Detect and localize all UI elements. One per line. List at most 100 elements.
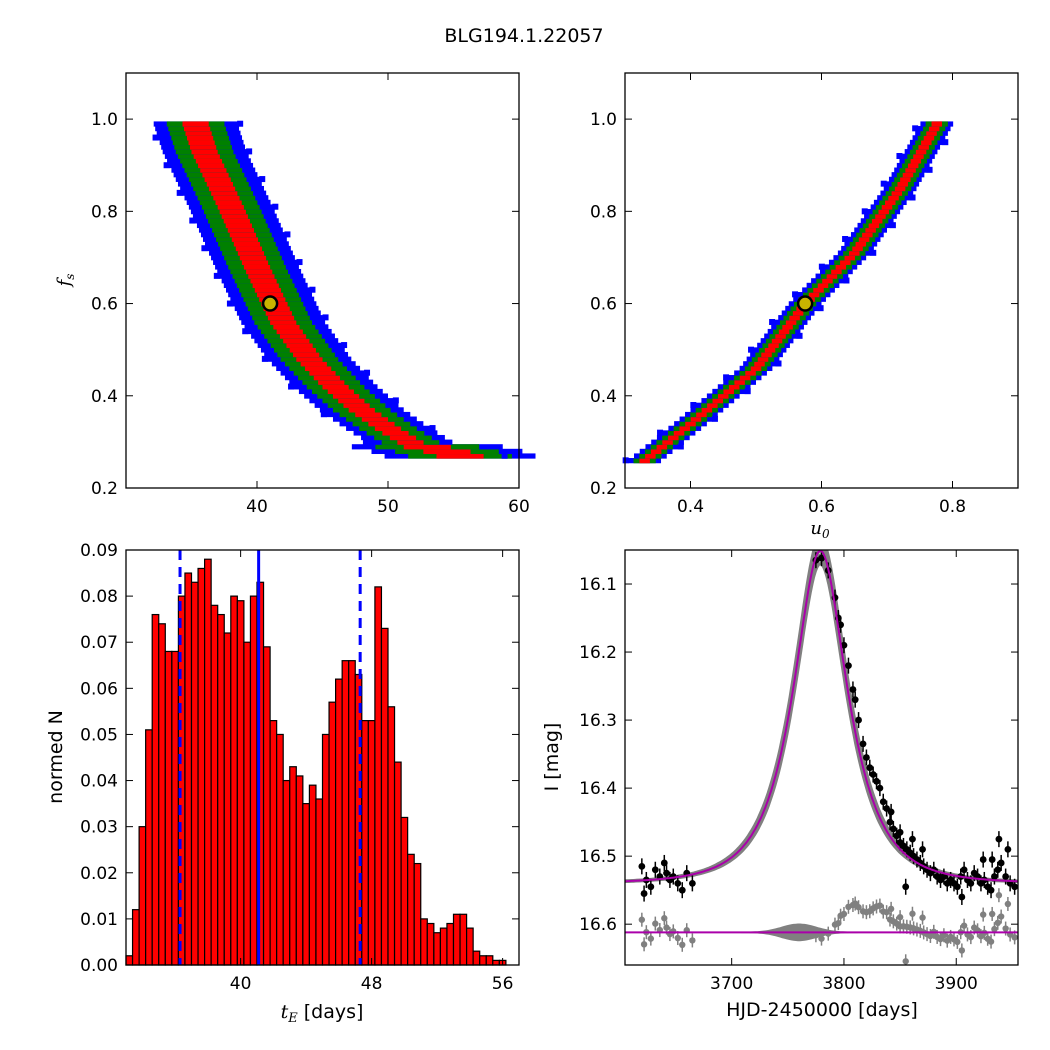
heat-cell-level-2 (757, 356, 769, 362)
heat-cell-edge (163, 162, 170, 169)
heat-cell-level-2 (241, 259, 269, 265)
heat-cell-level-2 (844, 255, 856, 261)
heat-cell-level-2 (300, 361, 327, 367)
histogram-bar (466, 927, 474, 966)
heat-cell-level-2 (182, 121, 209, 127)
residual-point (1004, 900, 1012, 908)
histogram-bar (439, 927, 448, 966)
data-point (855, 716, 862, 724)
p3-model-curve (625, 550, 1018, 934)
heat-cell-level-2 (185, 130, 212, 136)
heat-cell-level-2 (254, 287, 282, 293)
heat-cell-level-2 (276, 328, 303, 335)
heat-cell-level-2 (785, 319, 797, 325)
heat-cell-edge (723, 374, 730, 381)
heat-cell-level-2 (923, 135, 935, 141)
p2-xlabel: tE [days] (281, 1001, 364, 1026)
ytick-label: 0.6 (91, 295, 118, 315)
data-point (866, 764, 874, 772)
heat-cell-edge (711, 415, 718, 422)
heat-cell-level-2 (718, 393, 729, 399)
heat-cell-level-2 (789, 315, 800, 321)
heat-cell-edge (152, 134, 159, 141)
p3-xlabel: HJD-2450000 [days] (726, 999, 918, 1021)
heat-cell-level-2 (849, 250, 860, 256)
ytick-label: 0.09 (80, 541, 118, 561)
heat-cell-level-2 (233, 241, 261, 247)
heat-cell-level-2 (187, 135, 214, 141)
heat-cell-edge (309, 286, 316, 293)
xtick-label: 50 (377, 497, 399, 517)
heat-cell-level-2 (237, 250, 265, 256)
p2-axes-frame (125, 549, 520, 966)
residual-point (967, 933, 975, 941)
heat-cell-level-2 (913, 153, 924, 159)
histogram-bar (367, 720, 376, 966)
heat-cell-edge (284, 231, 291, 238)
heat-cell-edge (861, 208, 868, 215)
data-point (663, 869, 670, 877)
residual-point (994, 919, 1001, 927)
data-point (988, 856, 996, 863)
heat-cell-level-2 (202, 172, 229, 178)
heat-cell-level-2 (243, 264, 271, 270)
data-point (1004, 845, 1012, 853)
histogram-bar (413, 862, 422, 966)
heat-cell-edge (843, 277, 850, 284)
heat-cell-level-2 (270, 319, 297, 325)
ytick-label: 0.8 (590, 202, 617, 222)
heat-cell-level-2 (910, 158, 922, 164)
heat-cell-level-2 (313, 375, 340, 381)
heat-cell-edge (429, 425, 436, 432)
heat-cell-edge (817, 305, 824, 312)
heat-cell-level-2 (808, 292, 820, 298)
heat-cell-level-2 (355, 411, 382, 418)
heat-cell-edge (341, 342, 348, 349)
histogram-bar (452, 913, 461, 966)
residual-point (647, 935, 655, 942)
histogram-bar (197, 567, 206, 966)
heat-cell-edge (744, 388, 751, 395)
ytick-label: 16.6 (579, 915, 617, 935)
heat-cell-edge (322, 314, 329, 321)
data-point (909, 835, 916, 843)
ytick-label: 16.3 (579, 711, 617, 731)
heat-cell-edge (176, 189, 183, 196)
histogram-bar (485, 955, 494, 966)
residual-point (689, 937, 696, 944)
p1-ticks: 0.4 0.6 0.8 0.2 0.4 0.6 0.8 1.0 (590, 73, 1018, 517)
p3-ylabel: I [mag] (541, 723, 563, 792)
heat-cell-edge (189, 217, 196, 224)
residual-point (663, 924, 670, 931)
heat-cell-level-2 (283, 338, 310, 344)
data-point (889, 825, 897, 833)
heat-cell-level-2 (184, 126, 211, 132)
histogram-bar (204, 558, 212, 966)
ytick-label: 0.8 (91, 202, 118, 222)
data-point (688, 879, 696, 887)
data-point (873, 777, 880, 785)
xtick-label: 56 (492, 974, 514, 994)
data-point (818, 554, 825, 562)
ytick-label: 16.5 (579, 847, 617, 867)
heat-cell-level-2 (211, 190, 238, 196)
heat-cell-level-2 (231, 236, 259, 242)
data-point (859, 740, 867, 748)
heat-cell-level-2 (191, 149, 218, 155)
heat-cell-level-2 (679, 425, 691, 431)
heat-cell-level-2 (775, 333, 786, 339)
histogram-bar (289, 766, 297, 966)
heat-cell-level-2 (855, 241, 867, 247)
heat-cell-level-2 (771, 338, 783, 344)
heat-cell-level-2 (928, 126, 940, 132)
heat-cell-level-2 (279, 333, 307, 339)
p0-ylabel: fs (54, 274, 77, 289)
model-band-curve (625, 561, 1018, 883)
heat-cell-level-2 (423, 448, 471, 455)
ytick-label: 0.06 (80, 679, 118, 699)
heat-cell-edge (870, 249, 877, 256)
heat-cell-level-2 (235, 245, 263, 252)
data-point (840, 641, 848, 649)
ytick-label: 0.04 (80, 772, 118, 792)
heat-cell-edge (926, 166, 933, 173)
